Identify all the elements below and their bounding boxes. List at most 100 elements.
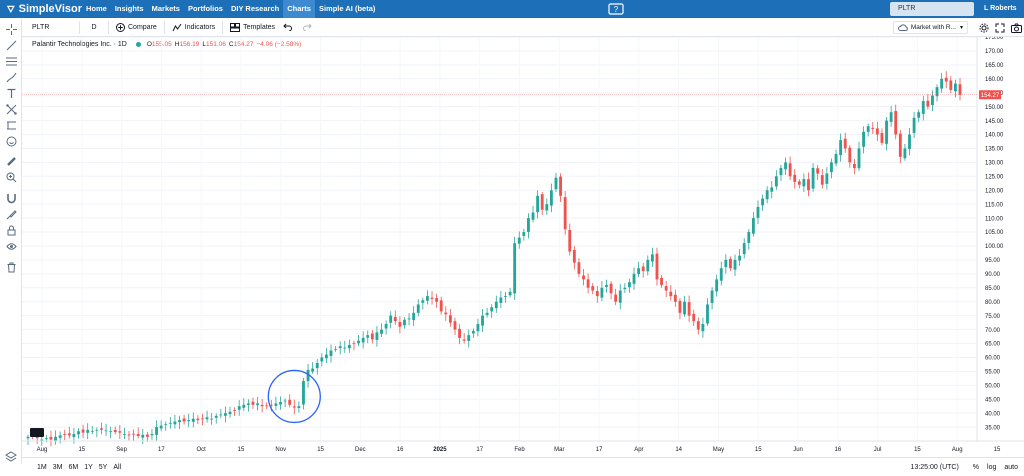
toolbar-right: Market with R... ▾ — [892, 18, 1024, 37]
range-5y[interactable]: 5Y — [98, 463, 108, 471]
candle-body — [384, 323, 388, 329]
user-menu[interactable]: L Roberts — [984, 5, 1017, 12]
nav-home[interactable]: Home — [86, 4, 107, 13]
y-tick-label: 35.00 — [985, 425, 1001, 431]
ruler-icon[interactable] — [5, 155, 17, 167]
candle-body — [219, 414, 223, 416]
lock-icon[interactable] — [5, 224, 17, 236]
candle-body — [168, 422, 172, 424]
candle-body — [292, 406, 296, 408]
candle-body — [343, 347, 347, 349]
candle-body — [412, 312, 416, 321]
candle-body — [866, 126, 870, 132]
crosshair-icon[interactable] — [5, 23, 17, 35]
clock-display[interactable]: 13:25:00 (UTC) — [910, 464, 959, 471]
candle-body — [256, 403, 259, 406]
auto-scale-toggle[interactable]: auto — [1004, 464, 1018, 471]
candle-body — [375, 332, 379, 340]
x-tick-label: Oct — [196, 447, 206, 453]
nav-insights[interactable]: Insights — [114, 4, 144, 13]
candle-body — [889, 112, 893, 122]
pattern-icon[interactable] — [5, 103, 17, 115]
emoji-icon[interactable] — [5, 135, 17, 147]
range-all[interactable]: All — [113, 463, 122, 471]
candle-body — [159, 425, 163, 429]
nav-diy-research[interactable]: DIY Research — [230, 4, 280, 13]
settings-button[interactable] — [976, 18, 992, 37]
help-video-icon[interactable]: ? — [608, 3, 624, 15]
brand-logo[interactable]: SimpleVisor — [0, 0, 82, 18]
nav-simple-ai[interactable]: Simple AI (beta) — [318, 4, 376, 13]
candle-body — [113, 429, 117, 433]
range-1m[interactable]: 1M — [37, 463, 47, 471]
legend-high: 156.19 — [179, 40, 200, 48]
text-tool-icon[interactable] — [5, 87, 17, 99]
candle-body — [958, 84, 962, 95]
candle-body — [136, 433, 140, 436]
brush-icon[interactable] — [5, 71, 17, 83]
candle-body — [609, 283, 613, 294]
candle-body — [325, 354, 328, 359]
trend-line-icon[interactable] — [5, 39, 17, 51]
zoom-in-icon[interactable] — [5, 171, 17, 183]
price-chart[interactable]: 35.00 40.00 45.00 50.00 55.00 60.00 65.00 70.00… — [22, 37, 1024, 457]
percent-scale-toggle[interactable]: % — [972, 464, 980, 471]
range-1y[interactable]: 1Y — [84, 463, 93, 471]
candle-body — [641, 266, 645, 272]
legend-low-key: L — [202, 40, 206, 48]
candle-body — [237, 406, 241, 410]
candle-body — [132, 433, 136, 435]
nav-portfolios[interactable]: Portfolios — [187, 4, 223, 13]
legend-open-key: O — [146, 40, 152, 48]
x-tick-label: Jun — [793, 447, 803, 453]
range-6m[interactable]: 6M — [68, 463, 79, 471]
candle-body — [274, 403, 278, 406]
symbol-search-input[interactable]: PLTR — [890, 2, 974, 16]
fib-retracement-icon[interactable] — [5, 55, 17, 67]
layers-icon[interactable] — [5, 451, 17, 463]
last-price-badge — [979, 90, 1001, 100]
candle-body — [751, 218, 755, 234]
templates-button[interactable]: Templates — [226, 18, 279, 37]
redo-button[interactable] — [299, 18, 319, 37]
candle-body — [820, 175, 824, 185]
candle-body — [595, 291, 599, 297]
candle-body — [260, 404, 264, 407]
candle-body — [898, 133, 902, 157]
candle-body — [678, 300, 682, 313]
toolbar-divider — [222, 20, 224, 34]
nav-markets[interactable]: Markets — [151, 4, 180, 13]
candle-body — [917, 112, 921, 118]
y-tick-label: 75.00 — [985, 314, 1001, 320]
range-3m[interactable]: 3M — [52, 463, 63, 471]
snapshot-button[interactable] — [1008, 18, 1024, 37]
y-tick-label: 160.00 — [985, 77, 1004, 83]
drawing-toolbar — [0, 18, 22, 464]
candle-body — [398, 322, 402, 327]
candle-body — [664, 286, 668, 291]
undo-button[interactable] — [279, 18, 299, 37]
layout-select[interactable]: Market with R... ▾ — [892, 21, 968, 34]
trash-icon[interactable] — [5, 261, 17, 273]
layout-select-label: Market with R... — [910, 24, 956, 31]
interval-button[interactable]: D — [91, 23, 97, 31]
candle-body — [834, 154, 838, 164]
brand-name: SimpleVisor — [18, 3, 82, 15]
candle-body — [283, 400, 287, 402]
log-scale-toggle[interactable]: log — [987, 464, 997, 471]
candle-body — [747, 232, 751, 243]
candle-body — [536, 195, 540, 213]
prediction-icon[interactable] — [5, 119, 17, 131]
nav-charts[interactable]: Charts — [283, 0, 315, 18]
fullscreen-button[interactable] — [992, 18, 1008, 37]
compare-button[interactable]: Compare — [112, 18, 161, 37]
indicators-button[interactable]: Indicators — [168, 18, 219, 37]
hide-drawings-icon[interactable] — [5, 240, 17, 252]
x-tick-label: 15 — [317, 447, 324, 453]
magnet-icon[interactable] — [5, 192, 17, 204]
symbol-field[interactable]: PLTR — [32, 23, 50, 31]
x-tick-label: 15 — [78, 447, 85, 453]
drawing-mode-icon[interactable] — [5, 208, 17, 220]
candle-body — [40, 439, 44, 441]
